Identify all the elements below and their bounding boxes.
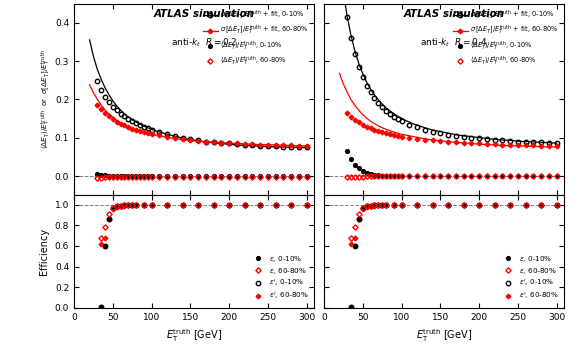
Legend: $\varepsilon$, 0-10%, $\varepsilon$, 60-80%, $\varepsilon'$, 0-10%, $\varepsilon: $\varepsilon$, 0-10%, $\varepsilon$, 60-… [499,252,561,304]
Text: anti-$k_t$  $R = 0.2$: anti-$k_t$ $R = 0.2$ [170,36,237,49]
Text: ATLAS simulation: ATLAS simulation [403,9,504,19]
Legend: $\varepsilon$, 0-10%, $\varepsilon$, 60-80%, $\varepsilon'$, 0-10%, $\varepsilon: $\varepsilon$, 0-10%, $\varepsilon$, 60-… [249,252,311,304]
X-axis label: $E_{\mathrm{T}}^{\mathrm{truth}}$ [GeV]: $E_{\mathrm{T}}^{\mathrm{truth}}$ [GeV] [166,327,222,344]
Text: anti-$k_t$  $R = 0.4$: anti-$k_t$ $R = 0.4$ [420,36,487,49]
Y-axis label: $\langle \Delta E_{\mathrm{T}} \rangle / E_{\mathrm{T}}^{\mathrm{truth}}$  or  $: $\langle \Delta E_{\mathrm{T}} \rangle /… [40,49,54,149]
Legend: $\sigma\,[\Delta E_T]/E_T^{\rm truth}$ + fit, 0-10%, $\sigma\,[\Delta E_T]/E_T^{: $\sigma\,[\Delta E_T]/E_T^{\rm truth}$ +… [201,7,311,70]
Legend: $\sigma\,[\Delta E_T]/E_T^{\rm truth}$ + fit, 0-10%, $\sigma\,[\Delta E_T]/E_T^{: $\sigma\,[\Delta E_T]/E_T^{\rm truth}$ +… [451,7,561,70]
Text: ATLAS simulation: ATLAS simulation [153,9,254,19]
Y-axis label: Efficiency: Efficiency [39,228,50,275]
X-axis label: $E_{\mathrm{T}}^{\mathrm{truth}}$ [GeV]: $E_{\mathrm{T}}^{\mathrm{truth}}$ [GeV] [416,327,473,344]
